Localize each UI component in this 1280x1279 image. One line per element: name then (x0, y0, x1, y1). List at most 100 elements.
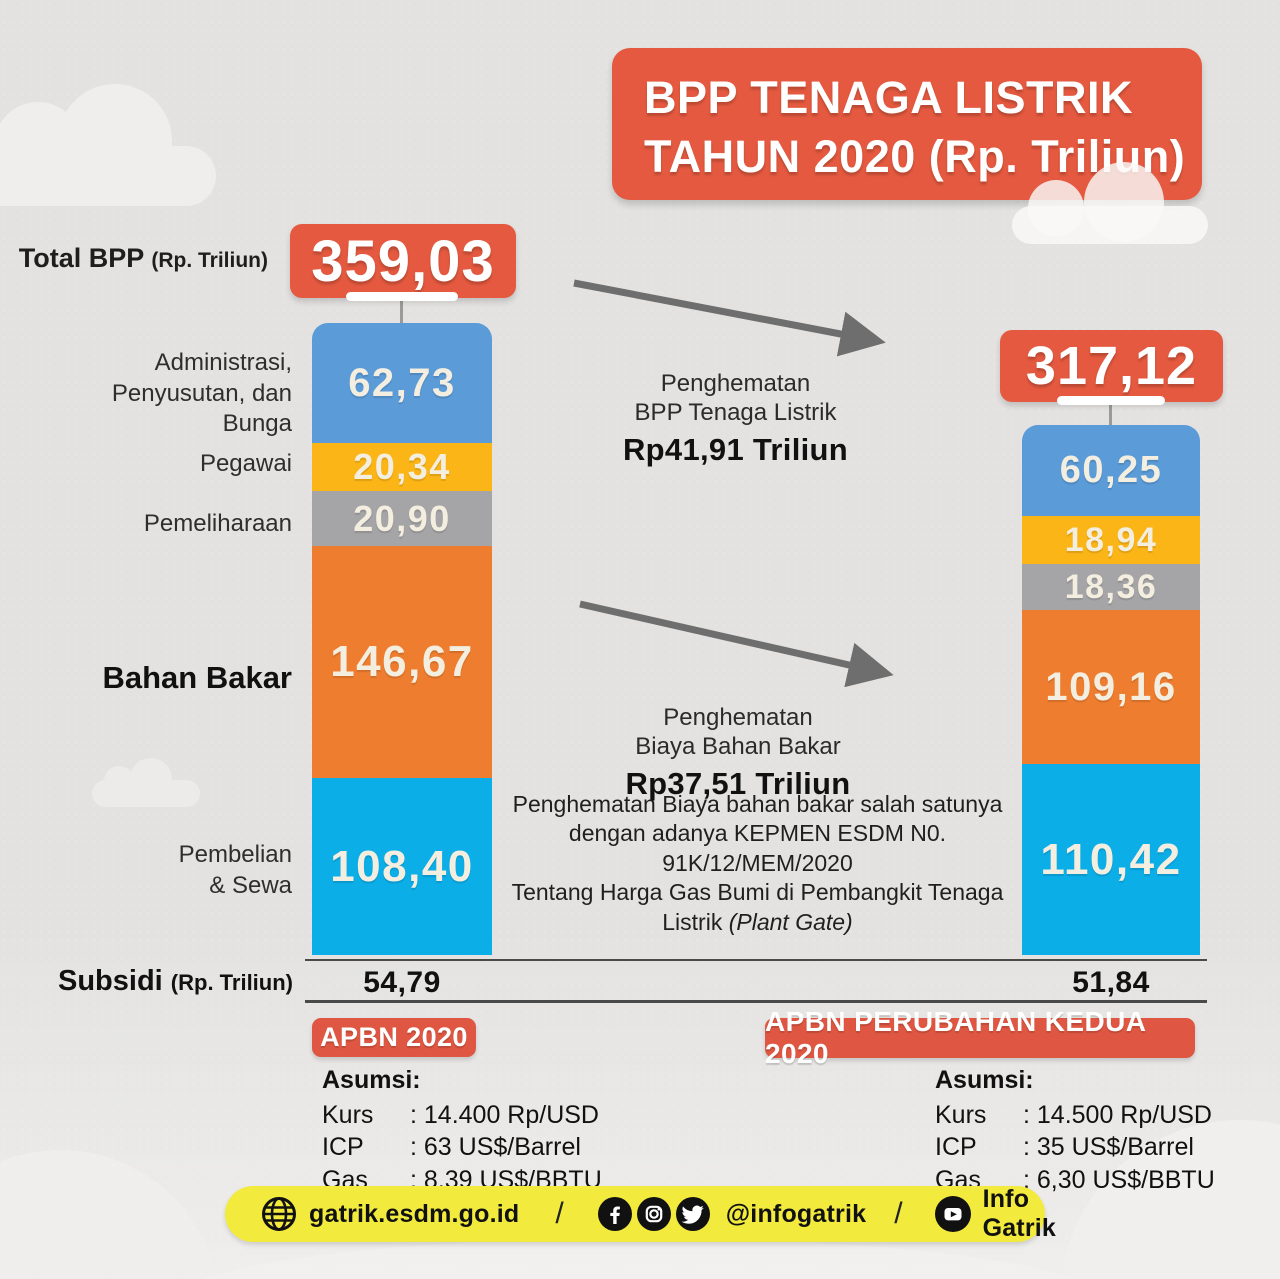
footer-separator-1: / (555, 1197, 564, 1230)
cloud-decoration-bottom (170, 1238, 1110, 1279)
asumsi-left-kurs-label: Kurs (322, 1100, 374, 1129)
subsidi-divider-bottom (305, 1000, 1207, 1003)
category-label-pegawai: Pegawai (199, 450, 292, 477)
stacked-bar-apbn-perubahan: 60,25 18,94 18,36 109,16 110,42 (1022, 425, 1200, 955)
subsidi-divider-top (305, 959, 1207, 961)
total-bpp-label-text: Total BPP (18, 243, 144, 273)
total-value-apbn-2020: 359,03 (290, 224, 516, 301)
total-underline-left (346, 292, 458, 301)
kepmen-note-line2: dengan adanya KEPMEN ESDM N0. (568, 820, 947, 847)
bar-right-segment-pembelian-sewa: 110,42 (1022, 764, 1200, 955)
twitter-icon[interactable] (675, 1197, 710, 1231)
footer-social-handle[interactable]: @infogatrik (725, 1199, 867, 1228)
kepmen-note-line3: 91K/12/MEM/2020 (662, 849, 853, 876)
bar-right-segment-administrasi: 60,25 (1022, 425, 1200, 516)
asumsi-right-kurs-value: : 14.500 Rp/USD (1023, 1100, 1212, 1129)
annotation-fuel-line2: Biaya Bahan Bakar (635, 733, 841, 761)
bar-left-segment-pemeliharaan: 20,90 (312, 491, 492, 546)
category-label-bahan-bakar: Bahan Bakar (102, 660, 292, 695)
kepmen-note-line5: Listrik (Plant Gate) (505, 908, 1010, 937)
total-value-right-text: 317,12 (1025, 336, 1198, 396)
asumsi-right-icp-value: : 35 US$/Barrel (1023, 1133, 1194, 1161)
asumsi-left-row-kurs: Kurs : 14.400 Rp/USD (322, 1101, 602, 1131)
asumsi-left-kurs-value: : 14.400 Rp/USD (410, 1100, 599, 1129)
category-label-administrasi: Administrasi, Penyusutan, dan Bunga (40, 348, 292, 440)
asumsi-right-row-kurs: Kurs : 14.500 Rp/USD (935, 1101, 1215, 1131)
asumsi-left-icp-label: ICP (322, 1133, 364, 1161)
bar-left-value-administrasi: 62,73 (348, 360, 456, 405)
total-underline-right (1057, 396, 1165, 405)
total-bpp-axis-label: Total BPP (Rp. Triliun) (18, 243, 268, 274)
category-label-pembelian-line1: Pembelian (178, 841, 292, 868)
footer-separator-2: / (894, 1197, 903, 1230)
annotation-bpp-amount: Rp41,91 Triliun (622, 431, 848, 467)
category-label-pemeliharaan: Pemeliharaan (143, 510, 292, 537)
asumsi-block-apbn-perubahan: Asumsi: Kurs : 14.500 Rp/USD ICP : 35 US… (935, 1066, 1215, 1195)
facebook-icon[interactable] (597, 1197, 632, 1231)
bar-left-segment-pembelian-sewa: 108,40 (312, 778, 492, 955)
bar-left-value-bahan-bakar: 146,67 (330, 637, 474, 686)
asumsi-right-title: Asumsi: (935, 1066, 1034, 1094)
total-bpp-unit-text: (Rp. Triliun) (151, 249, 268, 272)
kepmen-note-line1: Penghematan Biaya bahan bakar salah satu… (512, 791, 1003, 817)
bar-left-segment-administrasi: 62,73 (312, 323, 492, 443)
asumsi-left-icp-value: : 63 US$/Barrel (410, 1133, 581, 1161)
asumsi-right-row-icp: ICP : 35 US$/Barrel (935, 1133, 1215, 1163)
instagram-icon[interactable] (636, 1197, 671, 1231)
subsidi-value-apbn-2020: 54,79 (363, 966, 441, 999)
bar-left-segment-bahan-bakar: 146,67 (312, 546, 492, 778)
cloud-decoration-under-title (1012, 162, 1208, 244)
asumsi-right-icp-label: ICP (935, 1133, 977, 1161)
category-label-administrasi-line2: Penyusutan, dan Bunga (111, 379, 292, 438)
bar-right-value-administrasi: 60,25 (1059, 449, 1163, 491)
subsidi-value-apbn-perubahan: 51,84 (1072, 966, 1150, 999)
stacked-bar-apbn-2020: 62,73 20,34 20,90 146,67 108,40 (312, 323, 492, 955)
apbn-2020-badge: APBN 2020 (312, 1018, 476, 1057)
footer-social-icons (597, 1197, 710, 1231)
annotation-fuel-amount: Rp37,51 Triliun (625, 765, 851, 801)
arrow-fuel-savings (579, 600, 894, 688)
bar-left-value-pegawai: 20,34 (353, 446, 451, 487)
youtube-icon[interactable] (934, 1196, 971, 1232)
bar-right-value-pembelian-sewa: 110,42 (1040, 834, 1182, 884)
bar-right-value-bahan-bakar: 109,16 (1045, 664, 1177, 709)
footer-website-link[interactable]: gatrik.esdm.go.id (309, 1199, 520, 1228)
category-label-pembelian-line2: & Sewa (209, 871, 292, 899)
total-value-apbn-perubahan: 317,12 (1000, 330, 1223, 405)
subsidi-label-text: Subsidi (58, 965, 163, 997)
asumsi-right-gas-value: : 6,30 US$/BBTU (1023, 1165, 1215, 1194)
arrow-bpp-savings (573, 279, 886, 357)
bar-left-value-pembelian-sewa: 108,40 (330, 841, 474, 891)
kepmen-note: Penghematan Biaya bahan bakar salah satu… (505, 790, 1010, 937)
asumsi-block-apbn-2020: Asumsi: Kurs : 14.400 Rp/USD ICP : 63 US… (322, 1066, 602, 1195)
connector-tick-right (1109, 403, 1112, 426)
bar-right-segment-pemeliharaan: 18,36 (1022, 564, 1200, 610)
category-label-administrasi-line1: Administrasi, (154, 349, 292, 376)
subsidi-row-label: Subsidi (Rp. Triliun) (28, 965, 293, 998)
asumsi-right-kurs-label: Kurs (935, 1100, 987, 1129)
footer-youtube-label[interactable]: Info Gatrik (982, 1185, 1057, 1242)
kepmen-note-plant-gate: (Plant Gate) (728, 908, 853, 935)
annotation-bpp-line2: BPP Tenaga Listrik (634, 399, 837, 427)
footer-social-bar: gatrik.esdm.go.id / @infogatrik / (225, 1185, 1056, 1242)
annotation-bpp-savings: Penghematan BPP Tenaga Listrik Rp41,91 T… (583, 369, 888, 468)
annotation-bpp-line1: Penghematan (660, 370, 811, 397)
annotation-fuel-savings: Penghematan Biaya Bahan Bakar Rp37,51 Tr… (583, 703, 893, 802)
cloud-decoration-middle-left (92, 758, 200, 807)
bar-right-segment-pegawai: 18,94 (1022, 516, 1200, 564)
annotation-fuel-line1: Penghematan (663, 704, 813, 731)
bar-right-segment-bahan-bakar: 109,16 (1022, 610, 1200, 764)
title-line-1: BPP TENAGA LISTRIK (644, 72, 1134, 123)
category-label-pembelian-sewa: Pembelian & Sewa (40, 840, 292, 901)
asumsi-left-row-icp: ICP : 63 US$/Barrel (322, 1133, 602, 1163)
total-value-left-text: 359,03 (311, 228, 495, 294)
apbn-perubahan-kedua-badge: APBN PERUBAHAN KEDUA 2020 (765, 1006, 1195, 1069)
cloud-decoration-bottom-left (0, 1150, 220, 1279)
subsidi-unit-text: (Rp. Triliun) (170, 970, 293, 995)
globe-icon (262, 1197, 296, 1231)
bar-right-value-pegawai: 18,94 (1064, 520, 1158, 559)
asumsi-left-title: Asumsi: (322, 1066, 421, 1094)
kepmen-note-line4: Tentang Harga Gas Bumi di Pembangkit Ten… (511, 879, 1004, 906)
bar-left-segment-pegawai: 20,34 (312, 443, 492, 491)
